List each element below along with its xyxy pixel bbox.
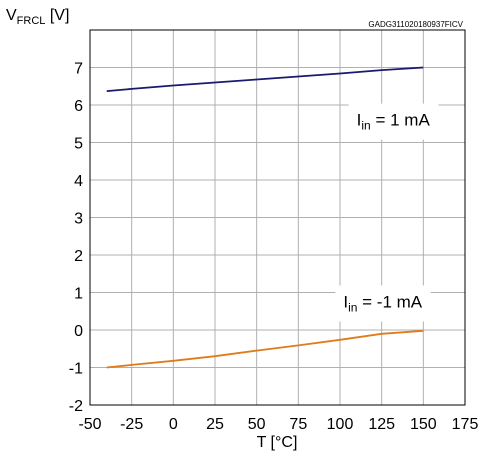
y-tick-labels: -2 -1 0 1 2 3 4 5 6 7 [69,61,83,416]
y-tick-label: 0 [74,323,83,340]
annotation-bg-1 [335,285,431,322]
annotation-label-0: Iin = 1 mA [357,111,431,133]
x-tick-labels: -50 -25 0 25 50 75 100 125 150 175 [78,416,478,433]
y-tick-label: 5 [74,136,83,153]
y-tick-label: 6 [74,98,83,115]
x-tick-label: -50 [78,416,101,433]
x-tick-label: 25 [206,416,224,433]
data-series [106,66,424,369]
x-tick-label: -25 [120,416,143,433]
plot-frame [89,29,466,406]
x-tick-label: 150 [410,416,437,433]
y-tick-label: 1 [74,286,83,303]
y-axis-label: VFRCL [V] [6,7,69,27]
x-axis-label: T [°C] [257,434,298,451]
series-line-1 [106,329,424,369]
y-tick-label: 7 [74,61,83,78]
annotation-bg-0 [348,103,439,140]
y-axis-label-main: V [6,7,17,24]
y-tick-label: 3 [74,211,83,228]
y-tick-label: 4 [74,173,83,190]
x-tick-label: 175 [452,416,479,433]
series-line-0 [106,66,424,92]
y-tick-label: -1 [69,361,83,378]
x-tick-label: 125 [368,416,395,433]
x-tick-label: 50 [248,416,266,433]
y-tick-label: 2 [74,248,83,265]
x-tick-label: 100 [327,416,354,433]
x-tick-label: 75 [289,416,307,433]
y-axis-label-sub: FRCL [17,15,46,27]
y-tick-label: -2 [69,398,83,415]
y-axis-label-unit: [V] [45,7,69,24]
annotations: Iin = 1 mA Iin = -1 mA [335,103,439,322]
figure-code: GADG311020180937FICV [368,20,463,29]
x-tick-label: 0 [169,416,178,433]
annotation-label-1: Iin = -1 mA [343,293,422,315]
